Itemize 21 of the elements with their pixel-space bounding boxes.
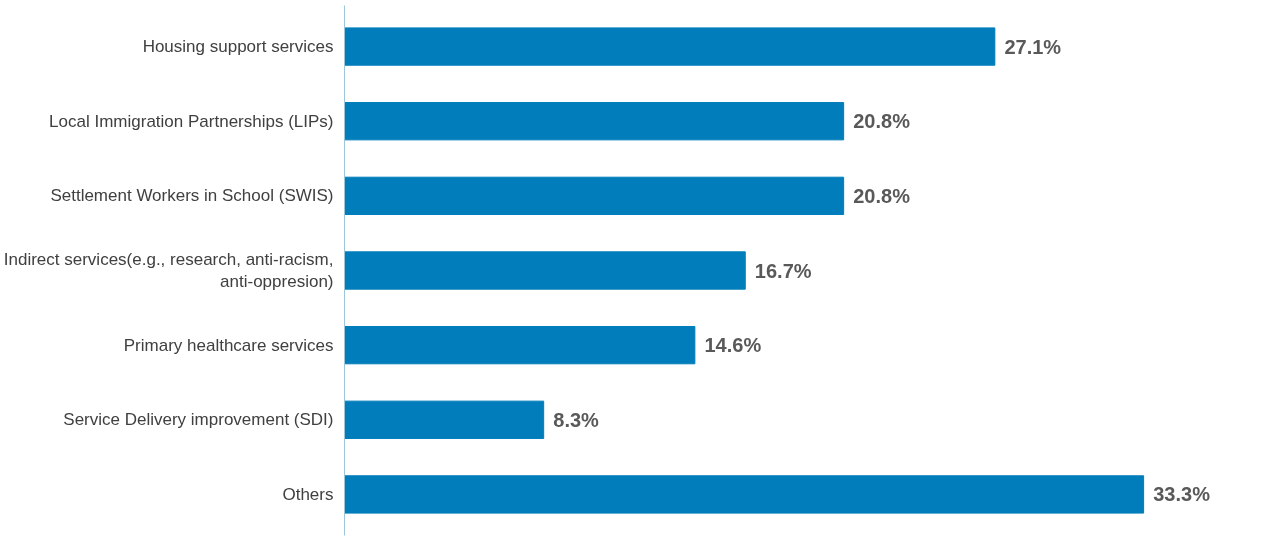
- data-label: 33.3%: [1153, 483, 1211, 506]
- y-tick-label: Local Immigration Partnerships (LIPs): [49, 111, 334, 131]
- data-label: 8.3%: [553, 408, 600, 431]
- bar: [344, 102, 845, 141]
- y-tick-label: Service Delivery improvement (SDI): [63, 410, 334, 430]
- bar: [344, 176, 845, 216]
- bar: [344, 400, 545, 439]
- bar: [344, 475, 1145, 514]
- data-label: 20.8%: [853, 110, 911, 133]
- y-tick-label: Primary healthcare services: [123, 335, 334, 355]
- y-tick-label: Others: [282, 484, 334, 504]
- y-tick-label: Housing support services: [142, 37, 334, 57]
- y-tick-label: Indirect services(e.g., research, anti-racism, anti-oppresion): [3, 249, 334, 292]
- bar: [344, 325, 696, 365]
- bar: [344, 251, 746, 290]
- data-label: 20.8%: [853, 184, 911, 207]
- data-label: 16.7%: [754, 259, 812, 282]
- data-label: 14.6%: [704, 334, 762, 357]
- data-label: 27.1%: [1004, 35, 1062, 58]
- y-tick-label: Settlement Workers in School (SWIS): [50, 186, 334, 206]
- bar: [344, 27, 996, 66]
